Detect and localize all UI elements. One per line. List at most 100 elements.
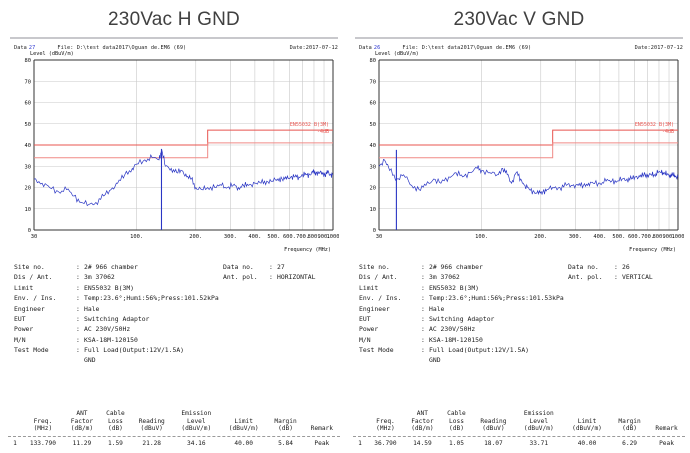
info-key: Data no. [223,263,254,271]
test-date: Date:2017-07-12 [634,45,683,51]
svg-text:0: 0 [28,228,31,234]
file-path: File: D:\test data2017\Oguan de.EM6 (69) [402,45,532,51]
info-colon: : [421,335,425,344]
limit-legend-offset: -4dB [661,128,674,135]
info-value: VERTICAL [622,273,653,282]
svg-text:10: 10 [370,207,377,213]
column-header: Cable Loss (dB) [106,409,125,433]
info-value: Hale [429,304,445,313]
info-key: EUT [359,314,371,323]
table-cell: 40.00 [577,440,597,447]
info-row: Test Mode: Full Load(Output:12V/1.5A) [14,345,340,355]
measurement-table: Freq. (MHz) ANT Factor (dB/m) Cable Loss (dB) Re… [8,410,340,447]
svg-text:200.: 200. [534,234,547,240]
table-separator [8,436,340,437]
column-header: Emission Level (dBuV/m) [181,409,212,433]
info-key: Site no. [14,263,45,271]
info-colon: : [76,283,80,292]
limit-legend: EN55032 B(3M) -4dB [600,122,674,136]
info-row: Test Mode: Full Load(Output:12V/1.5A) [359,345,685,355]
info-key: Limit [359,283,379,292]
table-cell: 36.790 [374,440,397,447]
chart-header: Data 27 File: D:\test data2017\Oguan de.… [8,43,340,52]
info-colon: : [76,335,80,344]
table-cell: 34.16 [187,440,206,447]
info-value: 3m 37062 [429,273,460,282]
column-header: Emission Level (dBuV/m) [523,409,554,433]
info-key: Env. / Ins. [359,294,402,303]
info-key: Ant. pol. [223,273,258,282]
limit-legend-name: EN55032 B(3M) [634,122,674,129]
info-row: Engineer: Hale [14,304,340,314]
data-label: Data [359,45,372,51]
info-colon: : [614,273,618,282]
info-key: Env. / Ins. [14,294,57,303]
info-colon: : [76,325,80,334]
svg-text:40: 40 [25,143,32,149]
info-value: Switching Adaptor [429,314,495,323]
panel-vertical: 230Vac V GND Data 26 File: D:\test data2… [345,0,690,453]
svg-text:600.: 600. [283,234,296,240]
info-value: Temp:23.6°;Humi:56%;Press:101.52kPa [84,294,219,303]
info-row: Ant. pol.: HORIZONTAL [223,272,315,282]
column-header: ANT Factor (dB/m) [70,409,94,433]
x-axis-label: Frequency (MHz) [629,247,676,253]
info-row: Ant. pol.: VERTICAL [568,272,653,282]
test-info-secondary: Data no.:26 Ant. pol.: VERTICAL [568,262,653,283]
table-cell: Peak [314,440,330,447]
column-header: Cable Loss (dB) [447,409,466,433]
chart-block: Data 26 File: D:\test data2017\Oguan de.… [353,43,685,253]
svg-text:0: 0 [373,228,376,234]
info-row: Data no.:27 [223,262,315,272]
info-colon: : [421,294,425,303]
table-header-row: Freq. (MHz) ANT Factor (dB/m) Cable Loss (dB) Re… [8,410,340,436]
svg-text:50: 50 [370,122,377,128]
limit-legend-offset: -4dB [316,128,329,135]
measurement-table-wrap: Freq. (MHz) ANT Factor (dB/m) Cable Loss (dB) Re… [353,410,685,447]
svg-text:1000: 1000 [672,234,684,240]
info-key: Ant. pol. [568,273,603,282]
emission-plot: 30 100. 200. 300. 400. 500. 600. 700.800.900.10… [25,58,340,240]
svg-text:400.: 400. [248,234,261,240]
plot-area: Level (dBuV/m) 30 100. 200. 300. 400. 500. 600… [8,51,340,253]
svg-text:700.: 700. [296,234,309,240]
info-row: Env. / Ins.: Temp:23.6°;Humi:56%;Press:10… [14,293,340,303]
svg-text:20: 20 [370,186,377,192]
table-cell: Peak [659,440,674,447]
info-row: Dis / Ant.:3m 37062 [14,272,340,282]
info-key: Limit [14,283,34,292]
table-cell: 1.05 [449,440,464,447]
table-cell: 33.71 [529,440,549,447]
table-cell: 1 [13,440,17,447]
info-value-continuation: GND [429,356,441,365]
info-value: EN55032 B(3M) [429,283,480,292]
info-key: Dis / Ant. [14,273,53,282]
file-path: File: D:\test data2017\Oguan de.EM6 (69) [57,45,187,51]
info-value: KSA-18M-120150 [429,335,483,344]
svg-text:60: 60 [25,101,32,107]
table-cell: 133.790 [29,440,56,447]
svg-text:800.: 800. [652,234,665,240]
test-info-block: Site no.:2# 966 chamber Dis / Ant.:3m 370… [353,262,685,364]
info-row: EUT: Switching Adaptor [359,314,685,324]
info-value: HORIZONTAL [277,273,316,282]
info-row: Site no.:2# 966 chamber [359,262,685,272]
info-value: 3m 37062 [84,273,115,282]
info-value: 26 [622,263,630,271]
svg-text:40: 40 [370,143,377,149]
info-colon: : [76,346,80,354]
limit-legend-name: EN55032 B(3M) [289,122,329,129]
svg-text:300.: 300. [569,234,582,240]
panel-horizontal: 230Vac H GND Data 27 File: D:\test data2… [8,9,340,447]
svg-text:600.: 600. [628,234,641,240]
info-key: Engineer [14,304,45,313]
info-colon: : [614,263,618,271]
info-colon: : [76,314,80,323]
svg-text:1000: 1000 [327,234,339,240]
svg-text:50: 50 [25,122,32,128]
info-value: 2# 966 chamber [84,263,138,271]
info-colon: : [421,283,425,292]
info-value: AC 230V/50Hz [429,325,476,334]
info-colon: : [76,294,80,303]
svg-text:70: 70 [25,79,32,85]
